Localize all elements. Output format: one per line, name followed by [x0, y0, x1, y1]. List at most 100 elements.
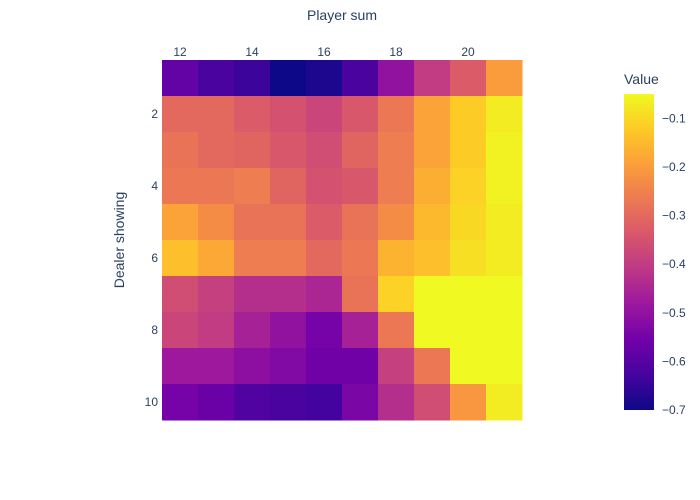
heatmap-cell [486, 276, 523, 313]
heatmap-cell [486, 132, 523, 169]
colorbar-tick-label: −0.3 [662, 209, 686, 223]
heatmap-cell [414, 60, 451, 97]
heatmap-cell [234, 276, 271, 313]
y-tick-label: 8 [151, 323, 158, 337]
heatmap-cell [342, 240, 379, 277]
heatmap-cell [450, 312, 487, 349]
heatmap-cell [234, 60, 271, 97]
heatmap-cell [198, 96, 235, 133]
x-tick-label: 14 [245, 45, 259, 59]
heatmap-cells [162, 60, 523, 421]
heatmap-cell [342, 132, 379, 169]
heatmap-cell [270, 384, 307, 421]
heatmap-cell [234, 96, 271, 133]
heatmap-cell [378, 348, 415, 385]
heatmap-cell [486, 348, 523, 385]
x-axis-ticks: 12 14 16 18 20 [173, 45, 475, 59]
heatmap-cell [342, 168, 379, 205]
heatmap-cell [270, 312, 307, 349]
heatmap-cell [342, 204, 379, 241]
heatmap-cell [270, 276, 307, 313]
heatmap-cell [378, 240, 415, 277]
heatmap-cell [198, 348, 235, 385]
heatmap-cell [162, 96, 199, 133]
heatmap-cell [306, 168, 343, 205]
heatmap-cell [450, 60, 487, 97]
heatmap-cell [486, 96, 523, 133]
heatmap-cell [414, 384, 451, 421]
x-tick-label: 18 [389, 45, 403, 59]
heatmap-cell [414, 204, 451, 241]
heatmap-cell [162, 204, 199, 241]
heatmap-cell [306, 96, 343, 133]
heatmap-cell [342, 312, 379, 349]
heatmap-cell [162, 384, 199, 421]
heatmap-cell [450, 384, 487, 421]
heatmap-cell [414, 312, 451, 349]
colorbar-title: Value [624, 71, 659, 87]
heatmap-cell [414, 276, 451, 313]
heatmap-cell [234, 312, 271, 349]
heatmap-cell [450, 348, 487, 385]
heatmap-cell [162, 60, 199, 97]
heatmap-cell [234, 348, 271, 385]
x-axis-title: Player sum [307, 7, 377, 23]
heatmap-cell [486, 60, 523, 97]
heatmap-cell [306, 276, 343, 313]
heatmap-cell [414, 96, 451, 133]
y-tick-label: 10 [145, 395, 159, 409]
colorbar-tick-label: −0.5 [662, 306, 686, 320]
heatmap-cell [378, 204, 415, 241]
colorbar-tick-label: −0.4 [662, 257, 686, 271]
heatmap-cell [486, 168, 523, 205]
heatmap-cell [234, 204, 271, 241]
heatmap-cell [198, 132, 235, 169]
heatmap-cell [198, 384, 235, 421]
heatmap-cell [162, 168, 199, 205]
heatmap-cell [234, 384, 271, 421]
y-tick-label: 4 [151, 179, 158, 193]
y-axis-title: Dealer showing [111, 192, 127, 289]
colorbar [624, 94, 654, 410]
heatmap-cell [162, 132, 199, 169]
heatmap-cell [450, 96, 487, 133]
heatmap-cell [270, 204, 307, 241]
heatmap-cell [378, 168, 415, 205]
heatmap-cell [270, 132, 307, 169]
heatmap-cell [450, 132, 487, 169]
heatmap-cell [234, 168, 271, 205]
heatmap-cell [162, 312, 199, 349]
heatmap-cell [342, 276, 379, 313]
heatmap-cell [198, 240, 235, 277]
heatmap-cell [342, 384, 379, 421]
heatmap-cell [414, 348, 451, 385]
heatmap-cell [198, 276, 235, 313]
heatmap-cell [306, 132, 343, 169]
heatmap-cell [198, 60, 235, 97]
heatmap-cell [486, 240, 523, 277]
heatmap-cell [198, 312, 235, 349]
heatmap-cell [234, 132, 271, 169]
x-tick-label: 12 [173, 45, 187, 59]
heatmap-cell [270, 60, 307, 97]
heatmap-cell [414, 168, 451, 205]
colorbar-tick-label: −0.1 [662, 111, 686, 125]
heatmap-cell [378, 60, 415, 97]
heatmap-cell [198, 204, 235, 241]
colorbar-tick-label: −0.6 [662, 354, 686, 368]
heatmap-cell [270, 168, 307, 205]
heatmap-cell [450, 168, 487, 205]
heatmap-cell [306, 348, 343, 385]
heatmap-cell [306, 204, 343, 241]
heatmap-cell [450, 204, 487, 241]
heatmap-cell [342, 60, 379, 97]
heatmap-cell [162, 276, 199, 313]
heatmap-cell [378, 276, 415, 313]
heatmap-cell [378, 96, 415, 133]
heatmap-cell [486, 312, 523, 349]
colorbar-tick-label: −0.2 [662, 160, 686, 174]
heatmap-cell [306, 60, 343, 97]
heatmap-cell [486, 204, 523, 241]
heatmap-cell [378, 312, 415, 349]
